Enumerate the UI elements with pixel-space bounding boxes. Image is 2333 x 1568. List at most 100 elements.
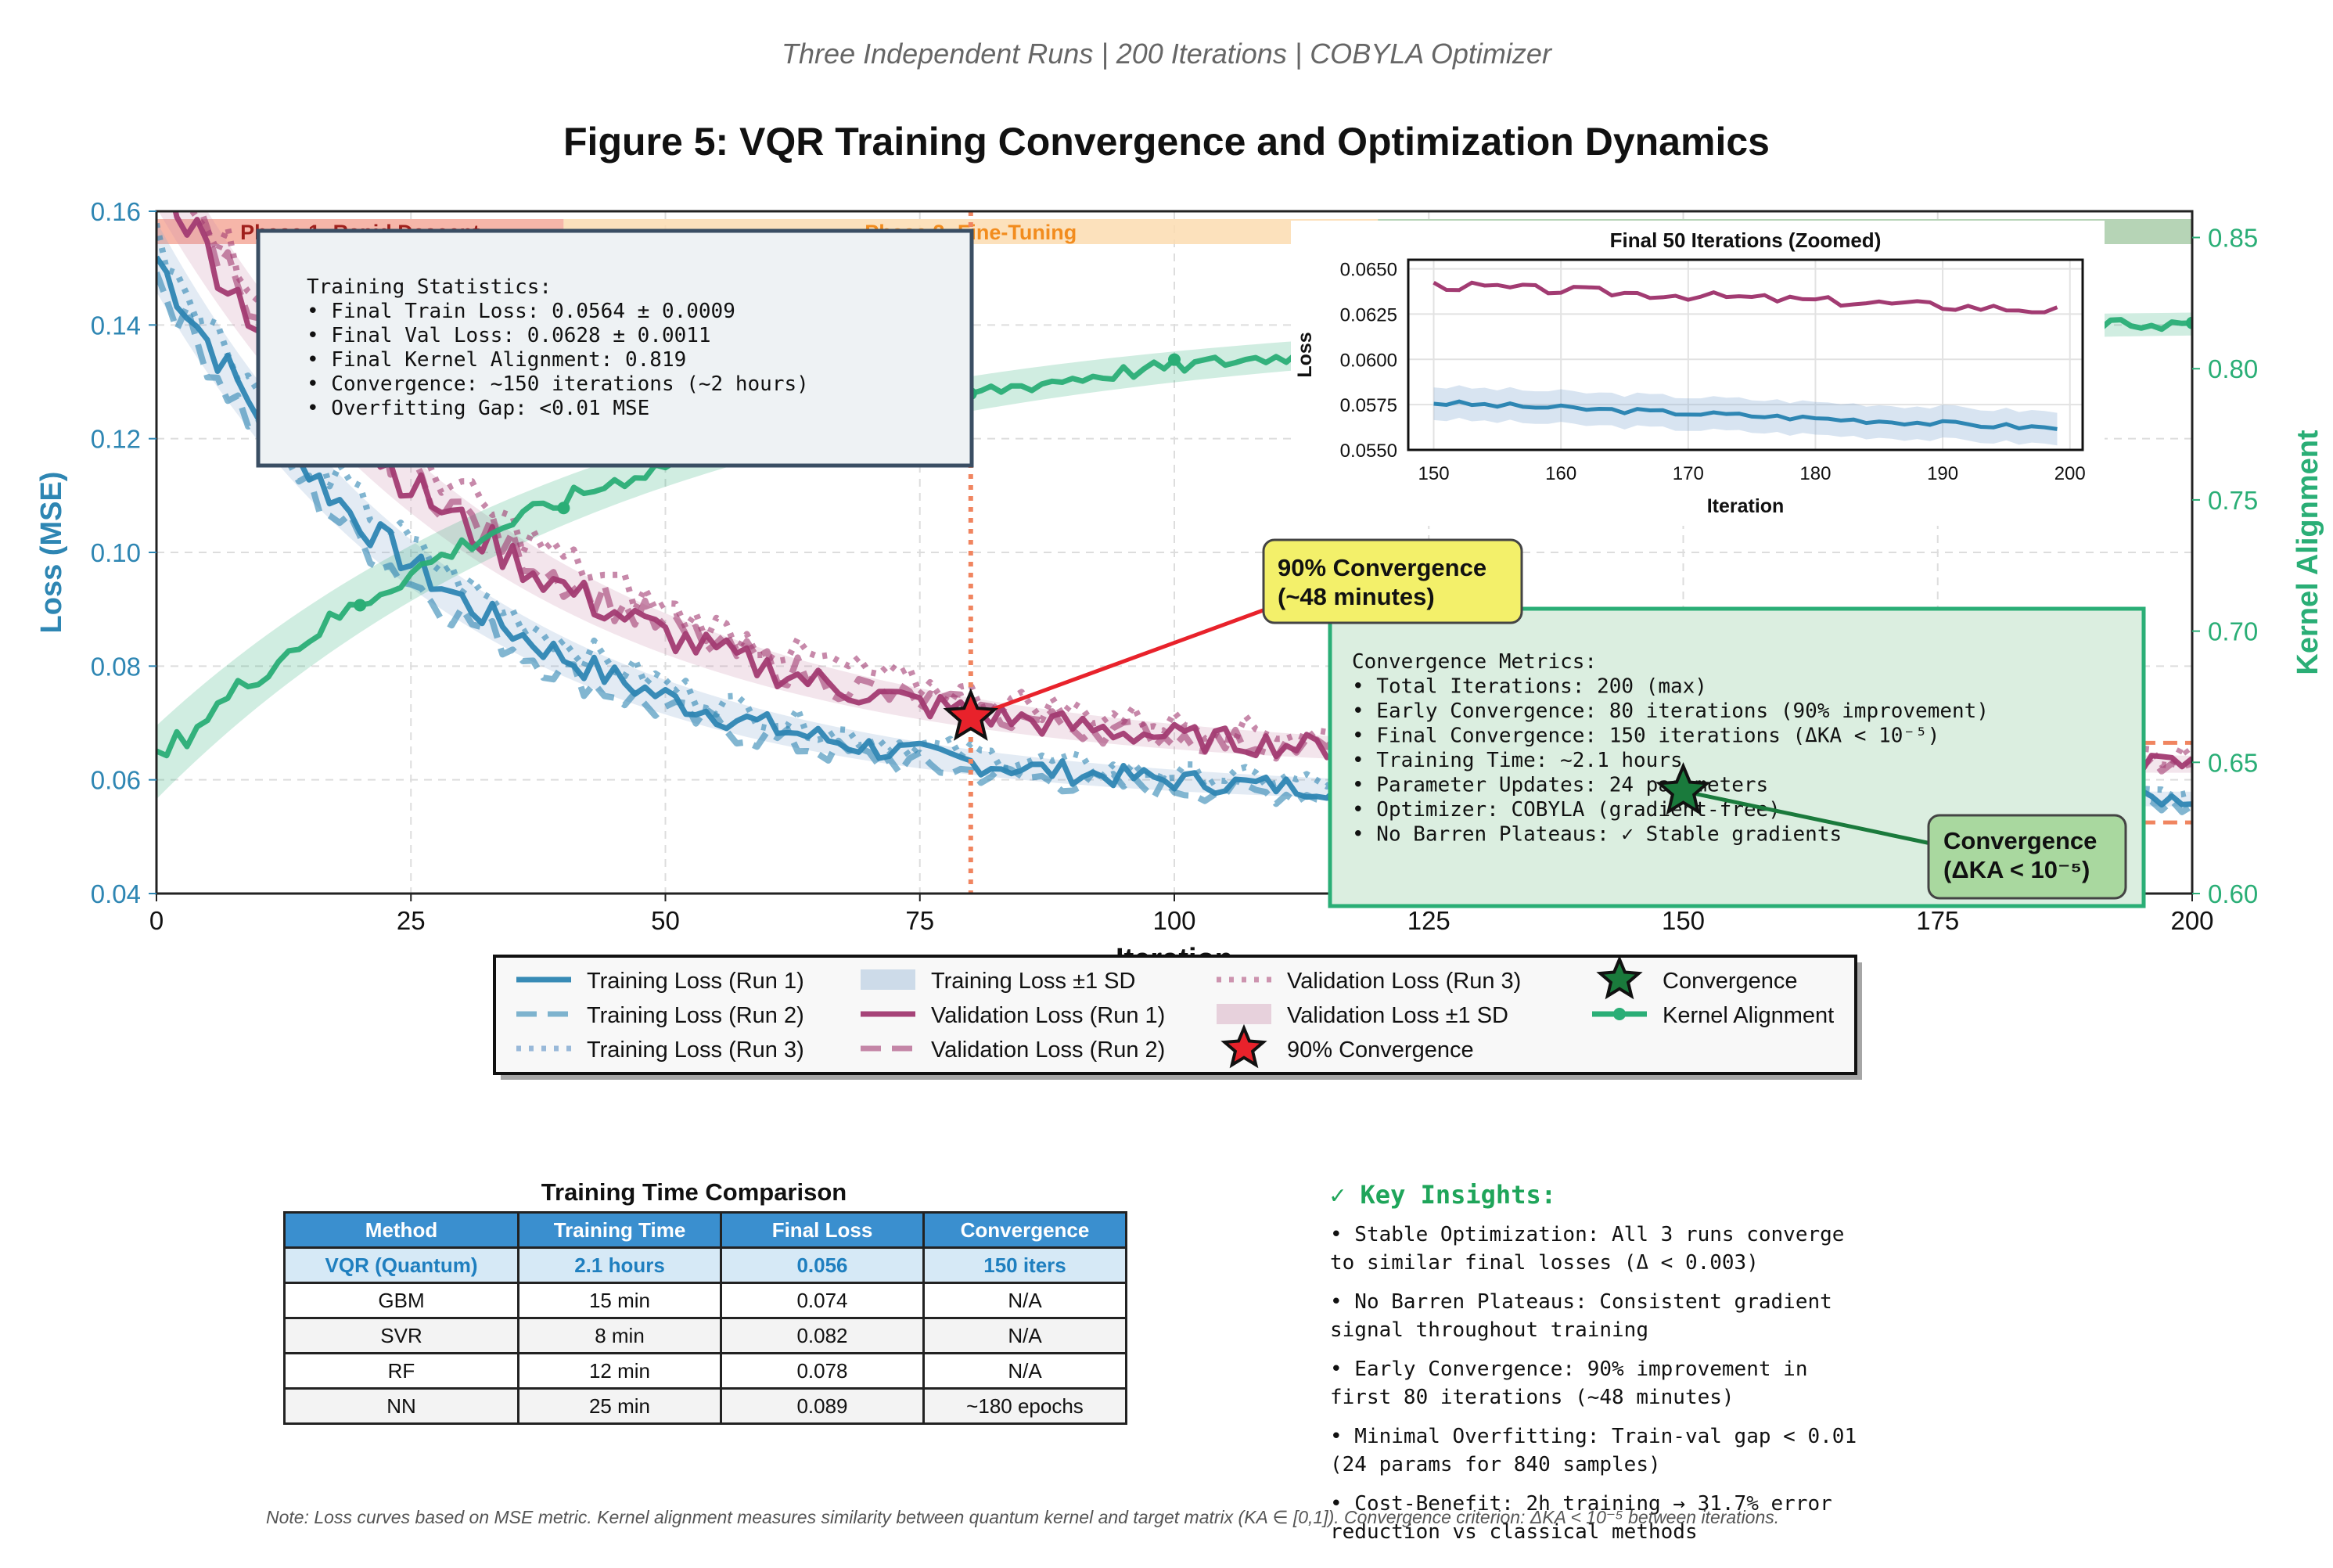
table-row: RF 12 min 0.078 N/A xyxy=(283,1352,1127,1390)
table-title: Training Time Comparison xyxy=(541,1178,847,1206)
y-tick-label: 0.16 xyxy=(91,197,141,226)
table-cell: 0.089 xyxy=(720,1387,925,1425)
key-insights: ✓ Key Insights: • Stable Optimization: A… xyxy=(1330,1180,2112,1557)
y2-tick-label: 0.65 xyxy=(2208,748,2258,777)
table-header: Method xyxy=(283,1211,519,1249)
series-line xyxy=(156,271,2192,816)
inset-x-tick-label: 170 xyxy=(1673,463,1704,484)
inset-x-label: Iteration xyxy=(1707,495,1785,517)
table-cell: GBM xyxy=(283,1282,519,1319)
legend-label: Validation Loss (Run 3) xyxy=(1287,969,1521,994)
annotation-text: Convergence xyxy=(1943,827,2097,854)
inset-background xyxy=(1291,221,2105,526)
table-header: Final Loss xyxy=(720,1211,925,1249)
inset-y-tick-label: 0.0550 xyxy=(1340,441,1397,462)
insight-item: • Minimal Overfitting: Train-val gap < 0… xyxy=(1330,1425,1857,1476)
y-tick-label: 0.06 xyxy=(91,766,141,795)
annotation-box xyxy=(1927,814,2127,900)
x-tick-label: 0 xyxy=(149,906,164,935)
legend-swatch xyxy=(1217,1004,1271,1024)
table-header: Convergence xyxy=(922,1211,1127,1249)
legend-swatch xyxy=(1596,955,1643,1000)
table-row: SVR 8 min 0.082 N/A xyxy=(283,1317,1127,1354)
table-cell: N/A xyxy=(922,1317,1127,1354)
stats-line: • Final Train Loss: 0.0564 ± 0.0009 xyxy=(307,300,735,323)
insight-item: • Cost-Benefit: 2h training → 31.7% erro… xyxy=(1330,1492,1832,1544)
y-tick-label: 0.04 xyxy=(91,879,141,908)
insights-header: ✓ Key Insights: xyxy=(1330,1180,1556,1210)
legend-label: Training Loss ±1 SD xyxy=(931,969,1135,994)
inset-y-tick-label: 0.0575 xyxy=(1340,395,1397,416)
table-cell: 150 iters xyxy=(922,1246,1127,1284)
marker-90-convergence xyxy=(943,688,999,741)
y2-tick-label: 0.70 xyxy=(2208,617,2258,646)
inset-frame xyxy=(1407,258,2084,451)
table-cell: ~180 epochs xyxy=(922,1387,1127,1425)
x-tick-label: 50 xyxy=(651,906,680,935)
annotation-text: (ΔKA < 10⁻⁵) xyxy=(1943,856,2090,883)
y2-tick-label: 0.85 xyxy=(2208,224,2258,253)
inset-x-tick-label: 190 xyxy=(1927,463,1958,484)
legend-swatch xyxy=(861,969,915,990)
x-tick-label: 25 xyxy=(397,906,426,935)
table-cell: VQR (Quantum) xyxy=(283,1246,519,1284)
annotation-text: 90% Convergence xyxy=(1278,554,1486,581)
inset-x-tick-label: 150 xyxy=(1418,463,1450,484)
stats-line: Training Statistics: xyxy=(307,275,552,299)
inset-y-tick-label: 0.0625 xyxy=(1340,304,1397,325)
inset-title: Final 50 Iterations (Zoomed) xyxy=(1610,228,1882,252)
footnote: Note: Loss curves based on MSE metric. K… xyxy=(266,1507,1780,1527)
y2-tick-label: 0.80 xyxy=(2208,354,2258,383)
legend-label: Training Loss (Run 2) xyxy=(587,1003,804,1028)
series-line xyxy=(156,222,2192,807)
legend-label: Kernel Alignment xyxy=(1663,1003,1834,1028)
x-tick-label: 100 xyxy=(1152,906,1195,935)
x-tick-label: 75 xyxy=(905,906,934,935)
kernel-marker xyxy=(354,599,367,612)
table-header-row: Method Training Time Final Loss Converge… xyxy=(283,1211,1127,1249)
table-cell: 0.082 xyxy=(720,1317,925,1354)
table-cell: 0.078 xyxy=(720,1352,925,1390)
annotation-arrow xyxy=(1682,789,1932,846)
x-tick-label: 200 xyxy=(2170,906,2213,935)
table-cell: 12 min xyxy=(517,1352,722,1390)
metrics-line: • Training Time: ~2.1 hours xyxy=(1352,749,1683,772)
table-cell: NN xyxy=(283,1387,519,1425)
kernel-marker xyxy=(2186,316,2192,329)
table-cell: 2.1 hours xyxy=(517,1246,722,1284)
stats-box xyxy=(256,228,974,468)
y2-tick-label: 0.75 xyxy=(2208,486,2258,515)
marker-convergence xyxy=(1655,762,1711,815)
kernel-marker xyxy=(1168,353,1181,366)
table-cell: N/A xyxy=(922,1352,1127,1390)
y-tick-label: 0.12 xyxy=(91,425,141,454)
inset-y-tick-label: 0.0600 xyxy=(1340,350,1397,371)
metrics-line: • No Barren Plateaus: ✓ Stable gradients xyxy=(1352,823,1842,847)
table-cell: N/A xyxy=(922,1282,1127,1319)
metrics-line: • Total Iterations: 200 (max) xyxy=(1352,675,1707,699)
y-tick-label: 0.08 xyxy=(91,652,141,681)
table-header: Training Time xyxy=(517,1211,722,1249)
table-row: VQR (Quantum) 2.1 hours 0.056 150 iters xyxy=(283,1246,1127,1284)
x-tick-label: 125 xyxy=(1407,906,1450,935)
table-cell: 15 min xyxy=(517,1282,722,1319)
legend-label: 90% Convergence xyxy=(1287,1038,1474,1063)
insight-item: • No Barren Plateaus: Consistent gradien… xyxy=(1330,1290,1832,1342)
stats-line: • Final Val Loss: 0.0628 ± 0.0011 xyxy=(307,324,711,347)
table-cell: 0.074 xyxy=(720,1282,925,1319)
stats-line: • Final Kernel Alignment: 0.819 xyxy=(307,348,686,372)
annotation-text: (~48 minutes) xyxy=(1278,583,1435,610)
metrics-line: • Early Convergence: 80 iterations (90% … xyxy=(1352,699,1989,723)
y-axis-label: Loss (MSE) xyxy=(35,472,68,634)
figure-subtitle: Three Independent Runs | 200 Iterations … xyxy=(782,38,1551,70)
inset-x-tick-label: 180 xyxy=(1799,463,1831,484)
table-row: NN 25 min 0.089 ~180 epochs xyxy=(283,1387,1127,1425)
y2-axis-label: Kernel Alignment xyxy=(2292,430,2324,675)
table-row: GBM 15 min 0.074 N/A xyxy=(283,1282,1127,1319)
stats-line: • Overfitting Gap: <0.01 MSE xyxy=(307,397,649,420)
metrics-line: Convergence Metrics: xyxy=(1352,650,1597,674)
x-tick-label: 150 xyxy=(1662,906,1705,935)
stats-line: • Convergence: ~150 iterations (~2 hours… xyxy=(307,372,809,396)
table-cell: 0.056 xyxy=(720,1246,925,1284)
